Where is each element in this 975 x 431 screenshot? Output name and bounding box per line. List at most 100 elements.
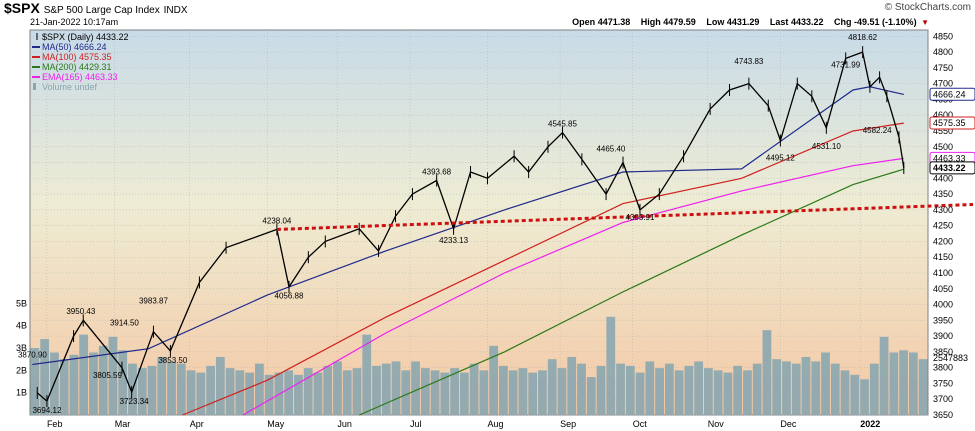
y-tick-label: 4150 [933, 252, 953, 262]
y-tick-label: 4300 [933, 205, 953, 215]
x-tick-label: Sep [560, 419, 576, 429]
volume-bar [245, 372, 254, 415]
y-tick-label: 4250 [933, 221, 953, 231]
volume-bar [528, 372, 538, 415]
data-label: 3914.50 [110, 319, 139, 328]
volume-bar [821, 352, 830, 415]
volume-bar [313, 372, 323, 415]
high-label: High [640, 17, 661, 27]
y-tick-label: 4000 [933, 300, 953, 310]
volume-bar [225, 368, 235, 415]
volume-bar [372, 365, 381, 415]
volume-bar [469, 363, 479, 415]
volume-bar [625, 365, 635, 415]
volume-bar [791, 363, 801, 415]
volume-bar [772, 359, 782, 415]
y-tick-label: 4350 [933, 189, 953, 199]
volume-bar [762, 330, 772, 415]
volume-bar [342, 370, 352, 415]
volume-bar [255, 363, 264, 415]
x-tick-label: Dec [780, 419, 797, 429]
series-line-ma100 [182, 122, 904, 416]
y-tick-label: 3700 [933, 394, 953, 404]
open-value: 4471.38 [597, 17, 631, 27]
data-label: 4495.12 [766, 153, 795, 162]
volume-bar [635, 372, 645, 415]
last-value-text: 4666.24 [933, 89, 966, 99]
series-line-ma50 [32, 86, 904, 366]
timestamp: 21-Jan-2022 10:17am [30, 17, 119, 27]
volume-bar [459, 372, 469, 415]
volume-tick-label: 5B [16, 298, 27, 308]
volume-bar [157, 356, 167, 415]
data-label: 3723.34 [120, 397, 149, 406]
volume-bar [743, 370, 752, 415]
volume-bar [401, 370, 411, 415]
volume-bar [30, 348, 40, 415]
volume-bar [294, 374, 303, 415]
volume-bar [391, 361, 401, 415]
volume-bar [284, 370, 294, 415]
last-value-tag [929, 87, 975, 101]
data-label: 4238.04 [262, 216, 291, 225]
volume-bar [567, 356, 577, 415]
volume-bar [215, 356, 225, 415]
volume-bar [235, 370, 245, 415]
last-label: Last [769, 17, 789, 27]
y-tick-label: 3800 [933, 363, 953, 373]
volume-bar [196, 372, 206, 415]
x-tick-label: Apr [190, 419, 204, 429]
x-tick-label: 2022 [860, 419, 880, 429]
chart-header: $SPX S&P 500 Large Cap Index INDX 21-Jan… [0, 0, 975, 30]
volume-bar [586, 377, 596, 415]
data-label: 4393.68 [422, 167, 451, 176]
last-value-text: 4433.22 [933, 163, 966, 173]
legend-entry: EMA(165) 4463.33 [42, 72, 118, 82]
volume-bar [606, 316, 616, 415]
x-tick-label: Mar [115, 419, 131, 429]
volume-tick-label: 1B [16, 388, 27, 398]
volume-bar [499, 365, 508, 415]
y-tick-label: 3900 [933, 331, 953, 341]
legend-entry: MA(50) 4666.24 [42, 42, 107, 52]
volume-bars [30, 316, 928, 415]
x-tick-label: Jul [410, 419, 422, 429]
index-name: S&P 500 Large Cap Index [43, 5, 160, 16]
volume-bar [440, 372, 450, 415]
volume-bar [352, 368, 362, 415]
volume-bar [79, 334, 89, 415]
volume-bar [723, 372, 733, 415]
volume-bar [908, 352, 918, 415]
volume-bar [333, 361, 342, 415]
y-tick-label: 4500 [933, 142, 953, 152]
last-value-tag [929, 116, 975, 130]
volume-last-label: 2547883 [933, 353, 968, 363]
y-tick-label: 4100 [933, 268, 953, 278]
moving-averages [32, 86, 904, 416]
volume-bar [89, 352, 98, 415]
y-tick-label: 4850 [933, 31, 953, 41]
high-value: 4479.59 [663, 17, 696, 27]
volume-bar [811, 361, 821, 415]
volume-bar [860, 379, 869, 415]
low-value: 4431.29 [726, 17, 760, 27]
y-tick-label: 3950 [933, 315, 953, 325]
volume-bar [479, 370, 489, 415]
series-line-ma200 [358, 168, 904, 416]
volume-bar [577, 363, 586, 415]
volume-bar [830, 363, 840, 415]
last-value-text: 4575.35 [933, 118, 966, 128]
x-tick-label: Feb [47, 419, 63, 429]
x-tick-label: Nov [708, 419, 725, 429]
volume-bar [713, 370, 723, 415]
chg-label: Chg [834, 17, 852, 27]
data-label: 4743.83 [734, 57, 763, 66]
legend-entry: MA(100) 4575.35 [42, 52, 112, 62]
volume-bar [889, 352, 899, 415]
x-tick-label: Aug [487, 419, 503, 429]
y-tick-label: 4550 [933, 126, 953, 136]
y-tick-label: 4700 [933, 79, 953, 89]
